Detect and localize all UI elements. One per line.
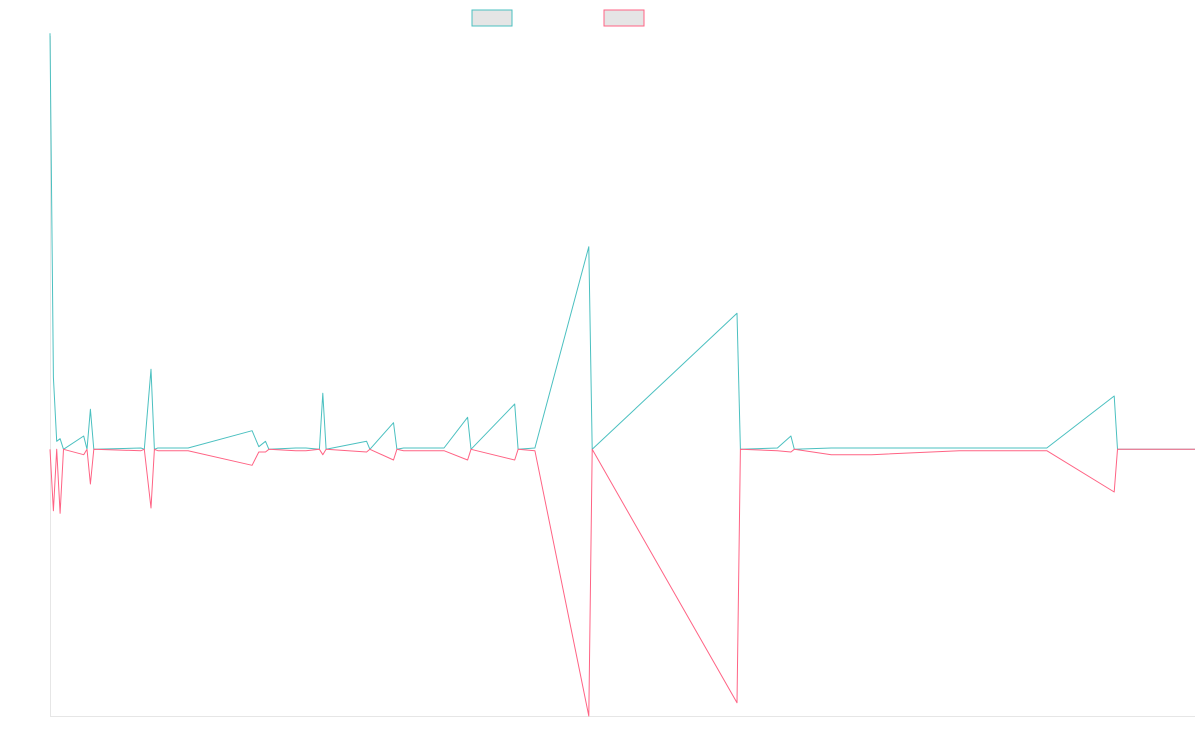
legend-item-series-1[interactable] [471,9,513,27]
legend-swatch-series-1 [471,9,513,27]
legend-item-series-2[interactable] [603,9,645,27]
plot-area [49,33,1195,717]
legend-swatch-series-2 [603,9,645,27]
series-line-2 [49,448,1195,717]
series-line-1 [49,33,1195,450]
legend [471,9,645,27]
